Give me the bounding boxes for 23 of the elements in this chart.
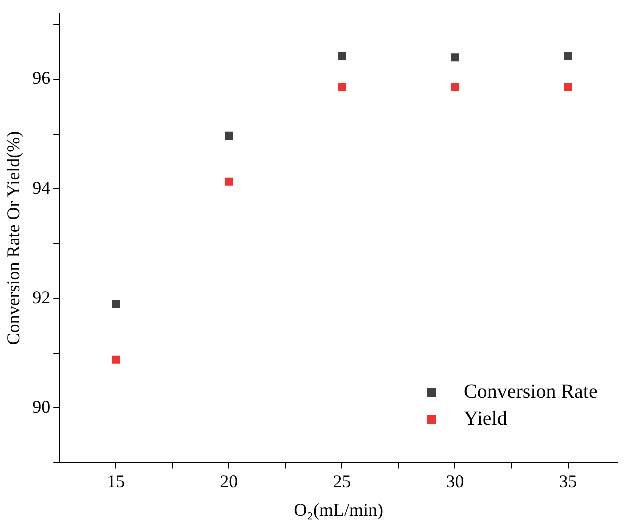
legend-label: Yield <box>464 408 508 431</box>
point <box>451 54 460 62</box>
point <box>451 83 460 92</box>
point <box>112 300 120 308</box>
point <box>112 356 120 364</box>
y-axis-title: Conversion Rate Or Yield(%) <box>4 131 24 346</box>
y-tick-label: 96 <box>32 68 51 88</box>
y-tick-label: 94 <box>32 178 51 198</box>
x-tick-label: 15 <box>107 471 126 492</box>
x-tick-label: 35 <box>559 471 578 492</box>
point <box>338 83 346 92</box>
point <box>564 52 572 61</box>
x-axis-title: O₂(mL/min) <box>294 500 384 520</box>
y-tick-label: 90 <box>32 396 51 417</box>
x-tick-label: 30 <box>446 471 464 492</box>
legend-label: Conversion Rate <box>464 380 598 404</box>
x-tick-label: 25 <box>333 471 352 492</box>
y-tick-label: 92 <box>32 287 51 308</box>
x-tick-label: 20 <box>220 471 238 492</box>
point <box>564 83 572 92</box>
point <box>225 132 234 140</box>
point <box>338 52 346 61</box>
point <box>225 178 234 186</box>
